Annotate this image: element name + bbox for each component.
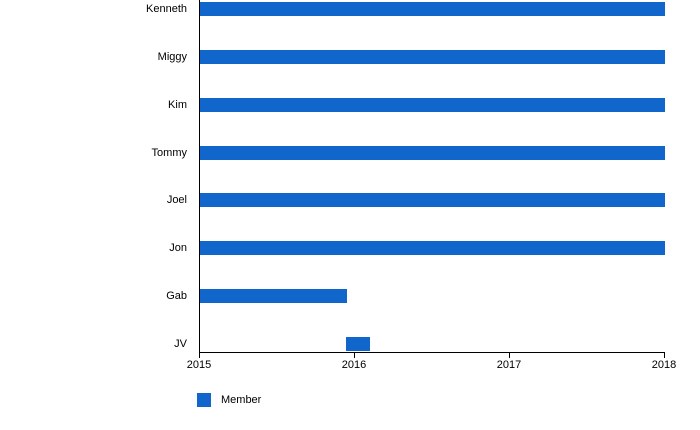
row-label-kim: Kim xyxy=(168,99,187,111)
x-tick-label-2018: 2018 xyxy=(651,359,677,371)
x-axis-line xyxy=(199,352,665,353)
x-tick-2018 xyxy=(664,353,665,358)
x-tick-2017 xyxy=(509,353,510,358)
row-label-jon: Jon xyxy=(169,242,187,254)
bar-jon xyxy=(200,241,665,255)
y-axis-line xyxy=(199,0,200,358)
bar-kenneth xyxy=(200,2,665,16)
row-label-gab: Gab xyxy=(166,290,187,302)
x-tick-2016 xyxy=(354,353,355,358)
row-label-tommy: Tommy xyxy=(151,147,187,159)
bar-gab xyxy=(200,289,348,303)
bar-miggy xyxy=(200,50,665,64)
bar-tommy xyxy=(200,146,665,160)
row-label-jv: JV xyxy=(174,338,187,350)
x-tick-label-2017: 2017 xyxy=(496,359,522,371)
row-label-miggy: Miggy xyxy=(157,51,187,63)
bar-kim xyxy=(200,98,665,112)
x-tick-label-2016: 2016 xyxy=(341,359,367,371)
row-label-kenneth: Kenneth xyxy=(146,3,187,15)
bar-joel xyxy=(200,193,665,207)
x-tick-label-2015: 2015 xyxy=(186,359,212,371)
bar-jv xyxy=(345,337,371,351)
row-label-joel: Joel xyxy=(166,194,187,206)
